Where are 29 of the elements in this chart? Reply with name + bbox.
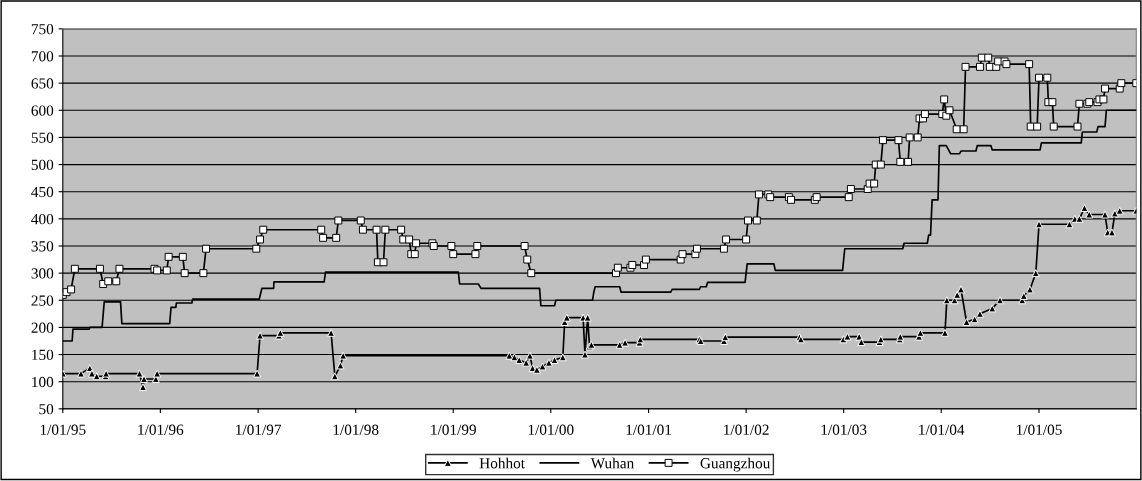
y-tick-label: 400 — [31, 214, 54, 225]
x-tick-label: 1/01/05 — [1017, 424, 1062, 435]
y-tick-label: 200 — [31, 322, 54, 333]
y-tick-label: 650 — [31, 78, 54, 89]
y-tick-label: 600 — [31, 105, 54, 116]
x-tick-label: 1/01/97 — [236, 424, 282, 435]
y-tick-label: 50 — [39, 403, 54, 415]
y-tick-label: 700 — [31, 51, 54, 62]
y-tick-label: 550 — [31, 132, 54, 143]
x-tick-label: 1/01/01 — [626, 424, 672, 435]
legend-label: Guangzhou — [700, 457, 771, 472]
x-tick-label: 1/01/95 — [40, 424, 86, 435]
x-tick-label: 1/01/04 — [919, 424, 965, 435]
y-tick-label: 300 — [31, 268, 54, 279]
y-tick-label: 750 — [31, 24, 54, 35]
y-tick-label: 100 — [32, 376, 54, 388]
y-tick-label: 450 — [31, 186, 54, 198]
y-tick-label: 150 — [32, 349, 54, 361]
x-tick-label: 1/01/00 — [528, 424, 574, 435]
x-tick-label: 1/01/02 — [724, 424, 769, 435]
legend-label: Hohhot — [479, 457, 525, 469]
y-tick-label: 500 — [31, 159, 54, 171]
x-tick-label: 1/01/98 — [333, 424, 379, 435]
y-tick-label: 350 — [31, 241, 54, 252]
x-tick-label: 1/01/03 — [821, 424, 867, 435]
x-tick-label: 1/01/96 — [138, 424, 184, 435]
x-tick-label: 1/01/99 — [431, 424, 476, 435]
y-tick-label: 250 — [31, 295, 54, 306]
legend-label: Wuhan — [590, 457, 634, 469]
